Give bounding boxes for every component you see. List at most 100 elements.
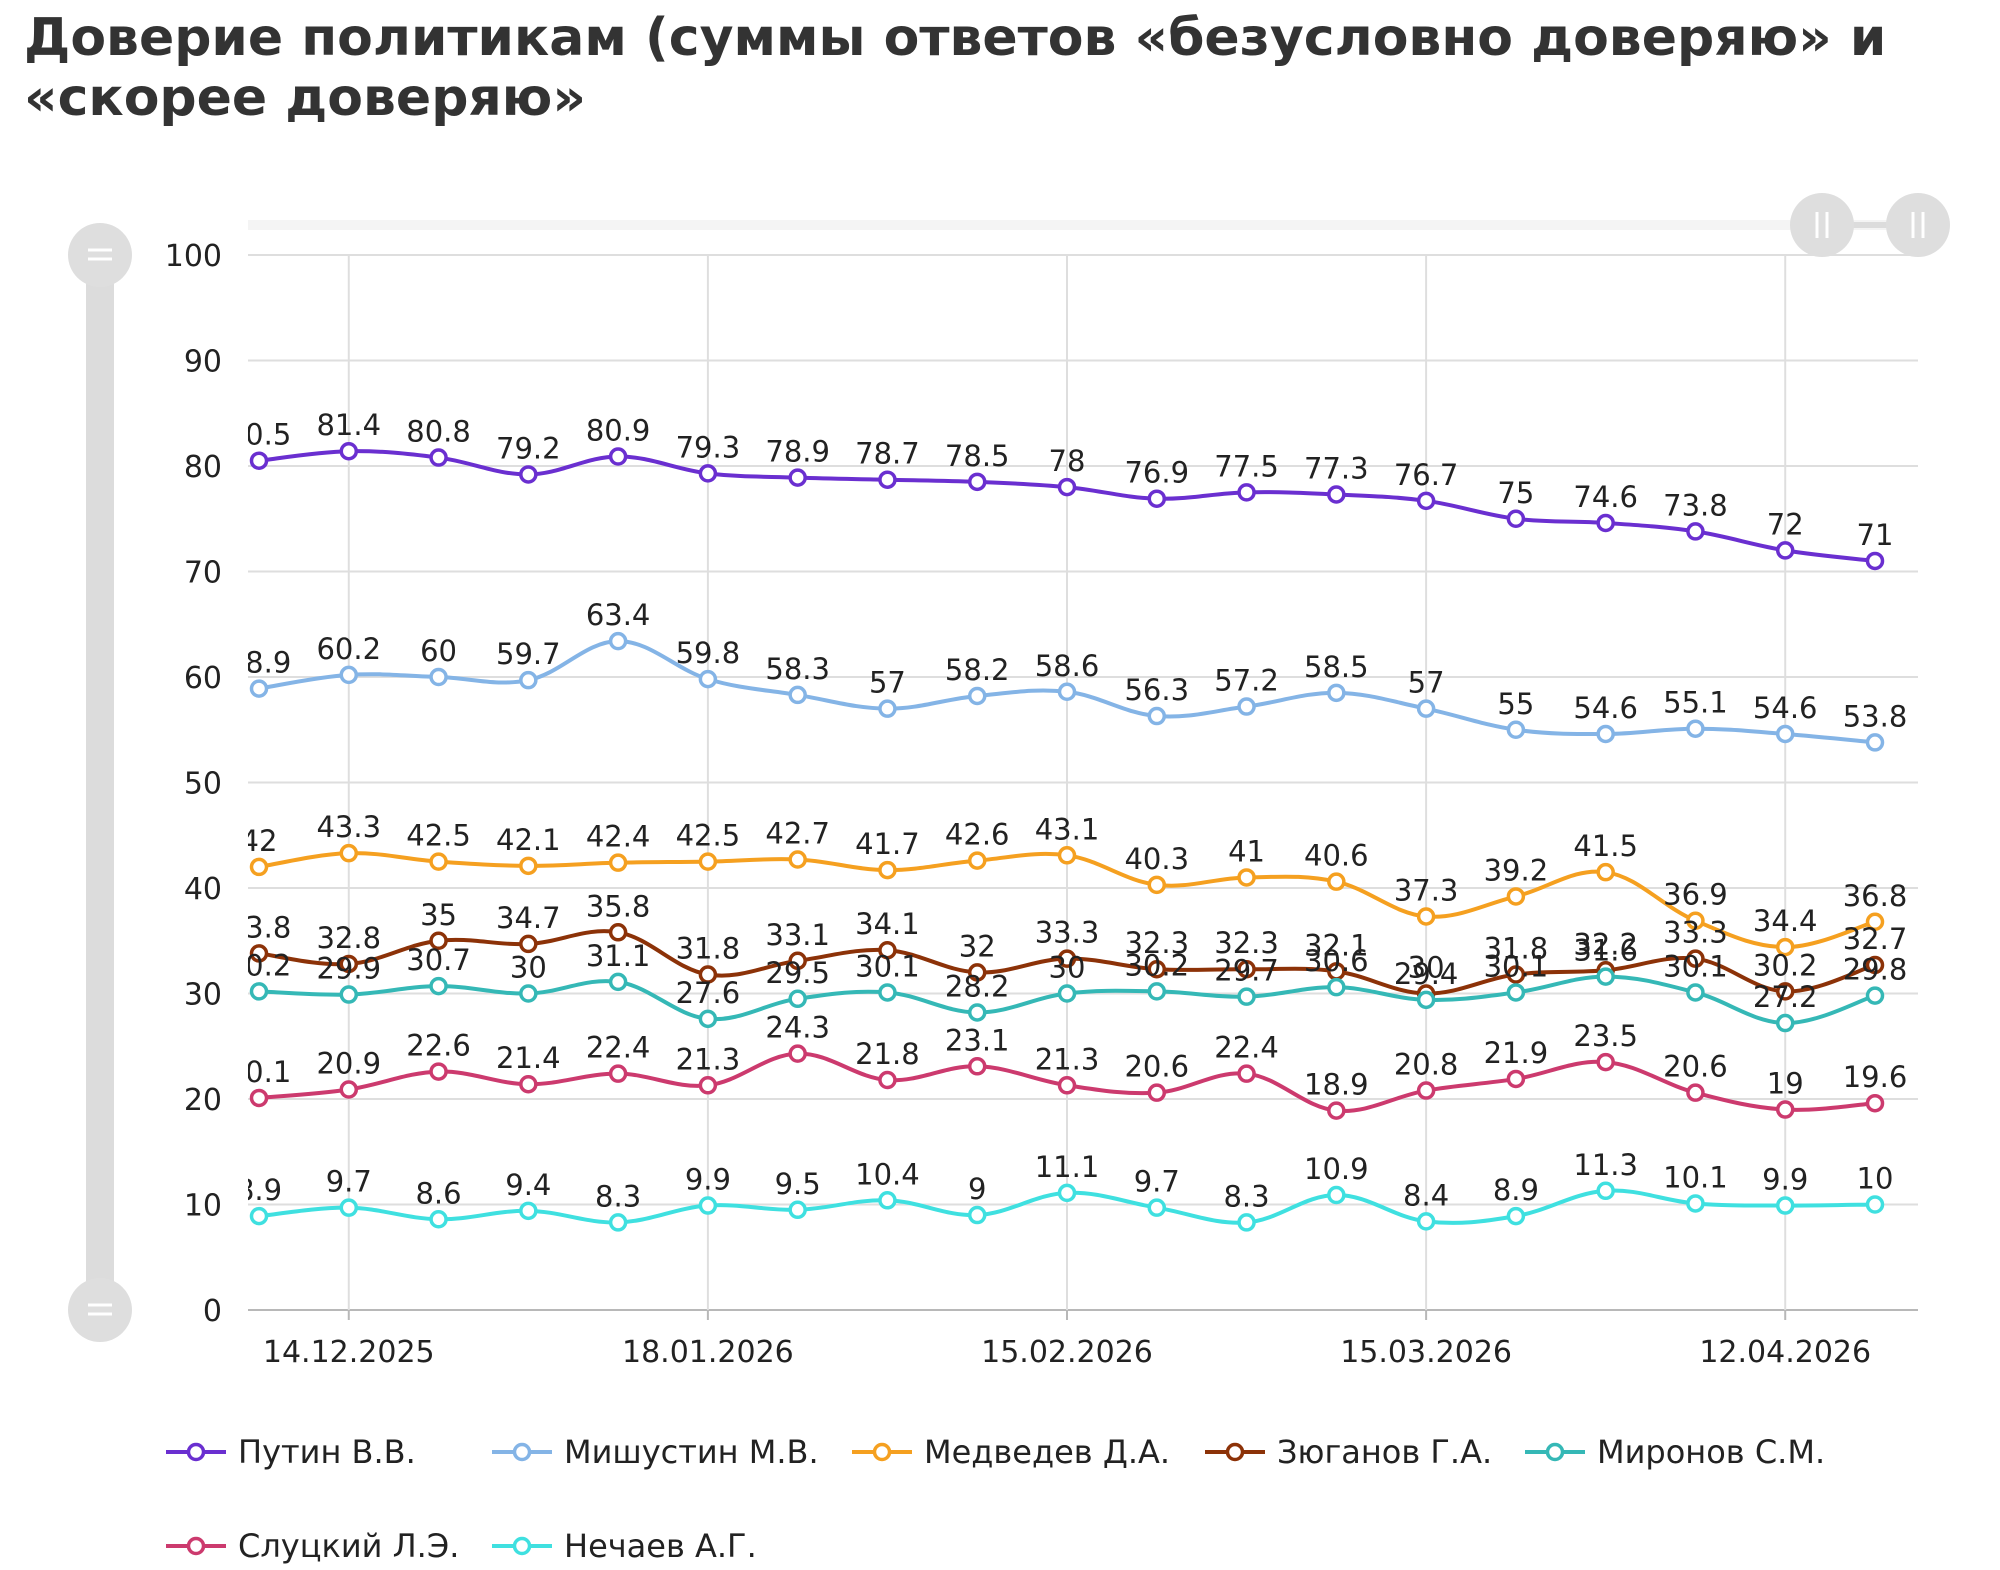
series-5-point[interactable] <box>339 985 359 1004</box>
series-1-point[interactable] <box>249 451 269 470</box>
series-7-point[interactable] <box>249 1206 269 1226</box>
series-2-point[interactable] <box>878 699 897 718</box>
series-3-point[interactable] <box>878 860 897 880</box>
series-5-point[interactable] <box>788 989 807 1009</box>
series-5-point[interactable] <box>1237 987 1256 1006</box>
series-7-point[interactable] <box>1775 1196 1795 1215</box>
series-3-point[interactable] <box>1057 846 1077 865</box>
series-4-point[interactable] <box>1506 965 1526 984</box>
series-2-point[interactable] <box>1147 706 1167 726</box>
legend-item-5[interactable]: Миронов С.М. <box>1525 1433 1825 1471</box>
series-7-point[interactable] <box>608 1213 628 1232</box>
series-6-point[interactable] <box>1506 1069 1526 1089</box>
series-5-point[interactable] <box>1596 967 1615 986</box>
series-7-point[interactable] <box>1865 1195 1885 1214</box>
series-7-point[interactable] <box>1686 1194 1705 1213</box>
series-6-point[interactable] <box>1416 1081 1436 1100</box>
series-3-point[interactable] <box>788 850 807 869</box>
series-2-point[interactable] <box>1237 697 1256 716</box>
series-7-point[interactable] <box>1327 1185 1346 1205</box>
series-4-point[interactable] <box>698 965 718 984</box>
series-5-point[interactable] <box>1416 990 1436 1010</box>
legend-item-4[interactable]: Зюганов Г.А. <box>1205 1433 1492 1471</box>
series-1-point[interactable] <box>788 468 807 487</box>
series-3-point[interactable] <box>967 851 987 870</box>
series-3-point[interactable] <box>1686 911 1705 930</box>
series-2-point[interactable] <box>608 631 628 651</box>
series-6-point[interactable] <box>878 1070 897 1090</box>
series-3-point[interactable] <box>608 853 628 872</box>
series-1-point[interactable] <box>1865 551 1885 571</box>
series-4-point[interactable] <box>339 954 359 974</box>
series-6-point[interactable] <box>1147 1083 1167 1102</box>
series-1-point[interactable] <box>1596 513 1615 533</box>
series-6-point[interactable] <box>1686 1083 1705 1102</box>
series-6-point[interactable] <box>608 1064 628 1083</box>
series-2-point[interactable] <box>1327 683 1346 703</box>
horizontal-slider-track[interactable] <box>248 220 1918 230</box>
series-3-point[interactable] <box>1416 907 1436 926</box>
series-5-point[interactable] <box>878 983 897 1002</box>
series-5-point[interactable] <box>1506 983 1526 1002</box>
legend-item-3[interactable]: Медведев Д.А. <box>852 1433 1170 1471</box>
series-7-point[interactable] <box>339 1198 359 1217</box>
series-1-point[interactable] <box>967 472 987 492</box>
series-2-point[interactable] <box>1686 719 1705 738</box>
series-5-point[interactable] <box>698 1009 718 1029</box>
series-4-point[interactable] <box>878 940 897 960</box>
vertical-zoom-slider[interactable] <box>68 223 132 1342</box>
series-4-point[interactable] <box>1057 949 1077 968</box>
series-2-point[interactable] <box>967 686 987 706</box>
series-3-point[interactable] <box>698 852 718 871</box>
series-1-point[interactable] <box>608 447 628 466</box>
series-1-point[interactable] <box>1057 477 1077 497</box>
series-2-point[interactable] <box>1506 720 1526 739</box>
series-1-point[interactable] <box>429 448 448 467</box>
series-6-point[interactable] <box>1865 1093 1885 1113</box>
series-2-point[interactable] <box>1775 724 1795 744</box>
series-3-point[interactable] <box>339 843 359 863</box>
series-1-point[interactable] <box>1147 489 1167 508</box>
vertical-slider-bottom-handle[interactable] <box>68 1278 132 1342</box>
series-2-point[interactable] <box>1865 733 1885 752</box>
series-4-point[interactable] <box>429 931 448 950</box>
legend-item-2[interactable]: Мишустин М.В. <box>492 1433 819 1471</box>
series-5-point[interactable] <box>519 984 538 1003</box>
series-7-point[interactable] <box>1416 1212 1436 1231</box>
series-6-point[interactable] <box>788 1044 807 1063</box>
series-2-point[interactable] <box>519 670 538 690</box>
series-2-point[interactable] <box>249 679 269 698</box>
series-3-point[interactable] <box>1327 872 1346 891</box>
legend-item-7[interactable]: Нечаев А.Г. <box>492 1527 757 1565</box>
series-6-point[interactable] <box>429 1062 448 1081</box>
series-2-point[interactable] <box>1057 682 1077 702</box>
series-6-point[interactable] <box>1775 1100 1795 1119</box>
series-3-point[interactable] <box>519 856 538 876</box>
series-5-point[interactable] <box>608 972 628 992</box>
series-7-point[interactable] <box>1237 1213 1256 1232</box>
series-1-point[interactable] <box>1686 522 1705 541</box>
series-2-point[interactable] <box>429 667 448 687</box>
series-6-point[interactable] <box>339 1080 359 1099</box>
series-1-point[interactable] <box>1416 491 1436 511</box>
series-4-point[interactable] <box>608 923 628 942</box>
series-7-point[interactable] <box>698 1196 718 1215</box>
series-5-point[interactable] <box>1327 977 1346 997</box>
series-5-point[interactable] <box>429 976 448 996</box>
series-3-point[interactable] <box>1237 868 1256 887</box>
series-2-point[interactable] <box>1416 699 1436 718</box>
series-5-point[interactable] <box>1686 983 1705 1002</box>
horizontal-slider-left-handle[interactable] <box>1790 193 1854 257</box>
series-4-point[interactable] <box>967 963 987 982</box>
series-4-point[interactable] <box>519 934 538 954</box>
series-7-point[interactable] <box>1057 1183 1077 1203</box>
series-4-point[interactable] <box>1686 949 1705 968</box>
horizontal-slider-right-handle[interactable] <box>1886 193 1950 257</box>
series-4-point[interactable] <box>1865 955 1885 975</box>
series-6-point[interactable] <box>249 1088 269 1108</box>
series-2-point[interactable] <box>1596 724 1615 744</box>
series-2-point[interactable] <box>788 685 807 705</box>
series-5-point[interactable] <box>1865 986 1885 1005</box>
series-7-point[interactable] <box>429 1210 448 1229</box>
series-6-point[interactable] <box>1327 1101 1346 1120</box>
